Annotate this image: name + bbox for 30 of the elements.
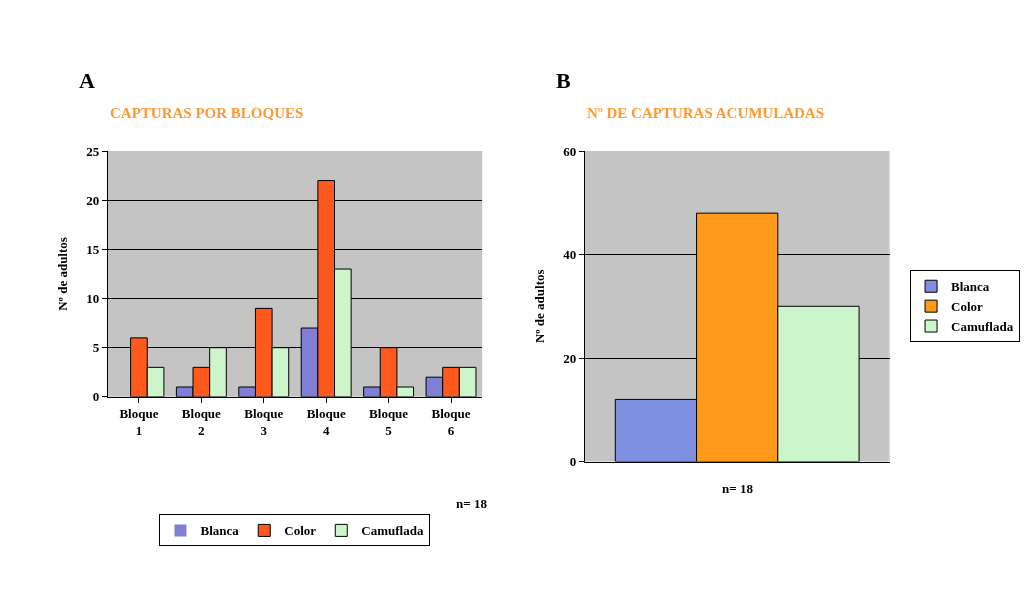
legend-label: Camuflada: [361, 523, 424, 539]
legend-label: Color: [284, 523, 317, 539]
y-tick-label: 15: [86, 241, 100, 257]
chart-title: Nº DE CAPTURAS ACUMULADAS: [587, 105, 825, 121]
y-tick-label: 25: [86, 143, 100, 159]
x-tick-label: Bloque 2: [181, 406, 222, 439]
legend-label: Blanca: [951, 279, 990, 295]
legend-label: Color: [951, 299, 984, 315]
text: B: [556, 68, 571, 93]
x-tick-label: Bloque 6: [431, 406, 471, 439]
y-tick-label: 40: [563, 247, 577, 263]
x-tick-label: Bloque 4: [306, 406, 346, 439]
y-tick-label: 20: [563, 350, 577, 366]
y-tick-label: 10: [86, 291, 100, 307]
text: n= 18: [722, 481, 754, 496]
y-tick-label: 60: [563, 143, 577, 159]
y-tick-label: 0: [569, 454, 577, 470]
chart-title: CAPTURAS POR BLOQUES: [110, 105, 304, 121]
text: n= 18: [456, 496, 488, 511]
legend-label: Camuflada: [951, 319, 1014, 335]
y-tick-label: 0: [92, 389, 100, 405]
y-axis-title: Nº de adultos: [55, 237, 71, 311]
x-tick-label: Bloque 5: [369, 406, 409, 439]
legend-label: Blanca: [200, 523, 240, 539]
y-tick-label: 5: [92, 340, 100, 356]
y-axis-title: Nº de adultos: [532, 269, 548, 344]
x-tick-label: Bloque 3: [244, 406, 284, 439]
y-tick-label: 20: [86, 192, 100, 208]
x-tick-label: Bloque 1: [119, 406, 159, 439]
text: A: [79, 68, 95, 93]
